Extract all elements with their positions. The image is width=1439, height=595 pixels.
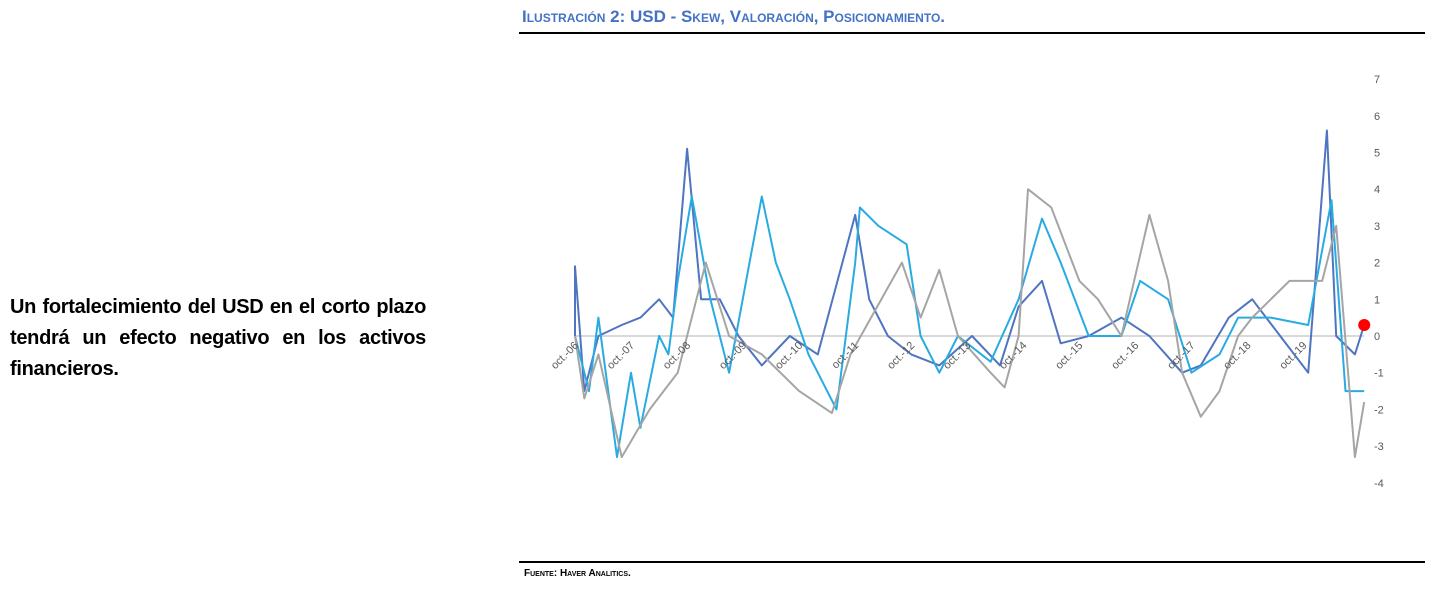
x-tick-label: oct.-07 [605, 340, 637, 372]
y-tick-label: 6 [1374, 111, 1380, 123]
top-rule-divider [519, 32, 1425, 34]
y-tick-label: 2 [1374, 258, 1380, 270]
x-tick-label: oct.-16 [1109, 340, 1141, 372]
y-tick-label: 3 [1374, 221, 1380, 233]
x-tick-label: oct.-15 [1053, 340, 1085, 372]
highlight-point-marker [1358, 318, 1371, 331]
bottom-rule-divider [519, 561, 1425, 563]
x-tick-label: oct.-13 [941, 340, 973, 372]
x-tick-label: oct.-08 [661, 340, 693, 372]
y-tick-label: -2 [1374, 404, 1384, 416]
series-line-2 [574, 195, 1365, 459]
figure-title: Ilustración 2: USD - Skew, Valoración, P… [522, 7, 946, 26]
y-tick-label: 5 [1374, 148, 1380, 160]
y-tick-label: -4 [1374, 478, 1384, 490]
figure-source: Fuente: Haver Analitics. [524, 568, 631, 579]
body-paragraph: Un fortalecimiento del USD en el corto p… [10, 296, 426, 380]
x-tick-label: oct.-06 [549, 340, 581, 372]
series-line-3 [574, 188, 1366, 459]
x-tick-label: oct.-10 [773, 340, 805, 372]
x-tick-label: oct.-18 [1221, 340, 1253, 372]
y-tick-label: -1 [1374, 368, 1384, 380]
y-tick-label: -3 [1374, 441, 1384, 453]
y-tick-label: 1 [1374, 294, 1380, 306]
series-line-1 [574, 129, 1366, 393]
y-tick-label: 4 [1374, 184, 1380, 196]
y-tick-label: 7 [1374, 74, 1380, 86]
y-tick-label: 0 [1374, 331, 1380, 343]
